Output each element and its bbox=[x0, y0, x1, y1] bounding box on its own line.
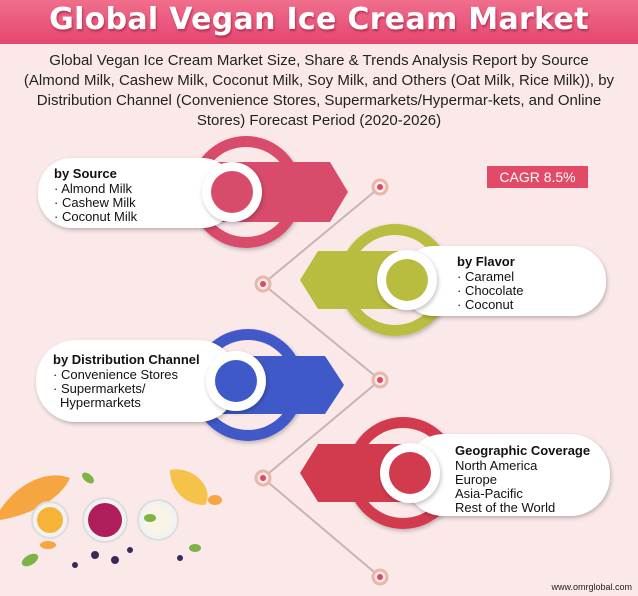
flavor-item: Caramel bbox=[457, 270, 524, 284]
flavor-labels: by Flavor Caramel Chocolate Coconut bbox=[457, 255, 524, 312]
ice-cream-illustration bbox=[0, 469, 222, 568]
source-item: Almond Milk bbox=[54, 182, 137, 196]
source-labels: by Source Almond Milk Cashew Milk Coconu… bbox=[54, 167, 137, 224]
flavor-heading: by Flavor bbox=[457, 254, 515, 269]
cagr-badge: CAGR 8.5% bbox=[487, 166, 588, 188]
source-item: Cashew Milk bbox=[54, 196, 137, 210]
report-subtitle: Global Vegan Ice Cream Market Size, Shar… bbox=[23, 52, 615, 129]
geography-item: Rest of the World bbox=[455, 500, 556, 515]
geography-labels: Geographic Coverage North America Europe… bbox=[455, 444, 590, 515]
flavor-segment bbox=[300, 224, 606, 336]
geography-heading: Geographic Coverage bbox=[455, 443, 591, 458]
distribution-heading: by Distribution Channel bbox=[53, 352, 200, 367]
source-item: Coconut Milk bbox=[54, 210, 137, 224]
title-banner bbox=[0, 0, 638, 44]
distribution-item: Convenience Stores bbox=[53, 368, 200, 382]
geography-item: Asia-Pacific bbox=[455, 486, 523, 501]
geography-item: North America bbox=[455, 458, 538, 473]
source-heading: by Source bbox=[54, 166, 117, 181]
page-title: Global Vegan Ice Cream Market bbox=[49, 2, 589, 37]
flavor-item: Chocolate bbox=[457, 284, 524, 298]
distribution-item: Hypermarkets bbox=[60, 395, 141, 410]
geography-segment bbox=[300, 417, 610, 529]
distribution-segment bbox=[36, 329, 344, 441]
source-url: www.omrglobal.com bbox=[551, 582, 632, 592]
geography-item: Europe bbox=[455, 472, 497, 487]
flavor-item: Coconut bbox=[457, 298, 524, 312]
distribution-labels: by Distribution Channel Convenience Stor… bbox=[53, 353, 200, 410]
distribution-item: Supermarkets/ bbox=[53, 382, 200, 396]
